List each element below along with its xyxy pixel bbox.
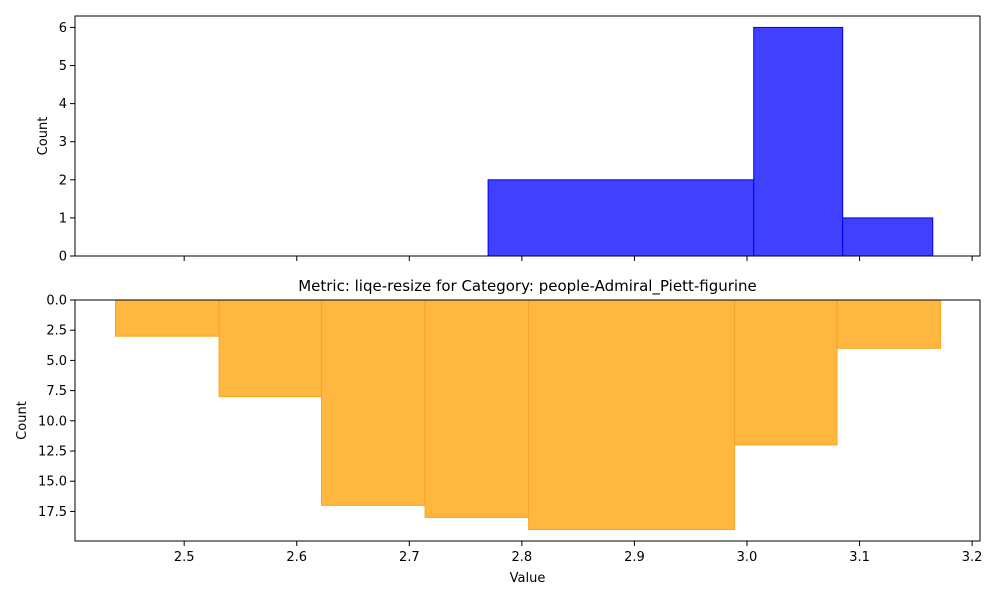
y-tick-label: 7.5 xyxy=(46,384,67,399)
x-tick-label: 2.6 xyxy=(286,550,307,565)
x-tick-label: 3.2 xyxy=(962,550,983,565)
y-tick-label: 4 xyxy=(59,97,67,112)
y-tick-label: 12.5 xyxy=(38,445,67,460)
histogram-bin-0-2 xyxy=(842,217,934,257)
y-tick-label: 5.0 xyxy=(46,354,67,369)
histogram-bin-1-6 xyxy=(836,299,942,349)
y-tick-label: 1 xyxy=(59,211,67,226)
y-axis-label: Count xyxy=(15,401,30,440)
x-tick-label: 3.1 xyxy=(849,550,870,565)
y-tick-label: 0 xyxy=(59,250,67,265)
histogram-bin-1-4 xyxy=(528,299,736,531)
histogram-bin-0-0 xyxy=(487,179,755,257)
x-axis-label: Value xyxy=(510,571,546,586)
y-tick-label: 17.5 xyxy=(38,505,67,520)
y-tick-label: 5 xyxy=(59,59,67,74)
histogram-bin-0-1 xyxy=(753,26,844,257)
y-tick-label: 3 xyxy=(59,135,67,150)
y-tick-label: 6 xyxy=(59,21,67,36)
histogram-bin-1-2 xyxy=(321,299,426,506)
y-axis-label: Count xyxy=(36,117,51,156)
x-tick-label: 3.0 xyxy=(737,550,758,565)
y-tick-label: 10.0 xyxy=(38,414,67,429)
histogram-bin-1-1 xyxy=(218,299,323,398)
axes-frame xyxy=(74,15,981,257)
bottom-histogram-panel: 2.5 2.6 2.7 2.8 2.9 3.0 3.1 3.2 0.0 2.5 5.0 7.5 10.0… xyxy=(15,277,982,586)
histogram-bin-1-5 xyxy=(734,299,838,446)
y-tick-label: 2 xyxy=(59,173,67,188)
x-tick-label: 2.8 xyxy=(512,550,533,565)
histogram-bin-1-3 xyxy=(424,299,530,518)
x-tick-label: 2.7 xyxy=(399,550,420,565)
y-tick-label: 0.0 xyxy=(46,294,67,309)
top-histogram-panel: 0 1 2 3 4 5 6 Count xyxy=(36,15,981,265)
x-tick-label: 2.9 xyxy=(624,550,645,565)
chart-title: Metric: liqe-resize for Category: people… xyxy=(298,277,757,296)
histogram-bin-1-0 xyxy=(115,299,220,337)
y-tick-label: 2.5 xyxy=(46,324,67,339)
x-tick-label: 2.5 xyxy=(174,550,195,565)
y-tick-label: 15.0 xyxy=(38,475,67,490)
